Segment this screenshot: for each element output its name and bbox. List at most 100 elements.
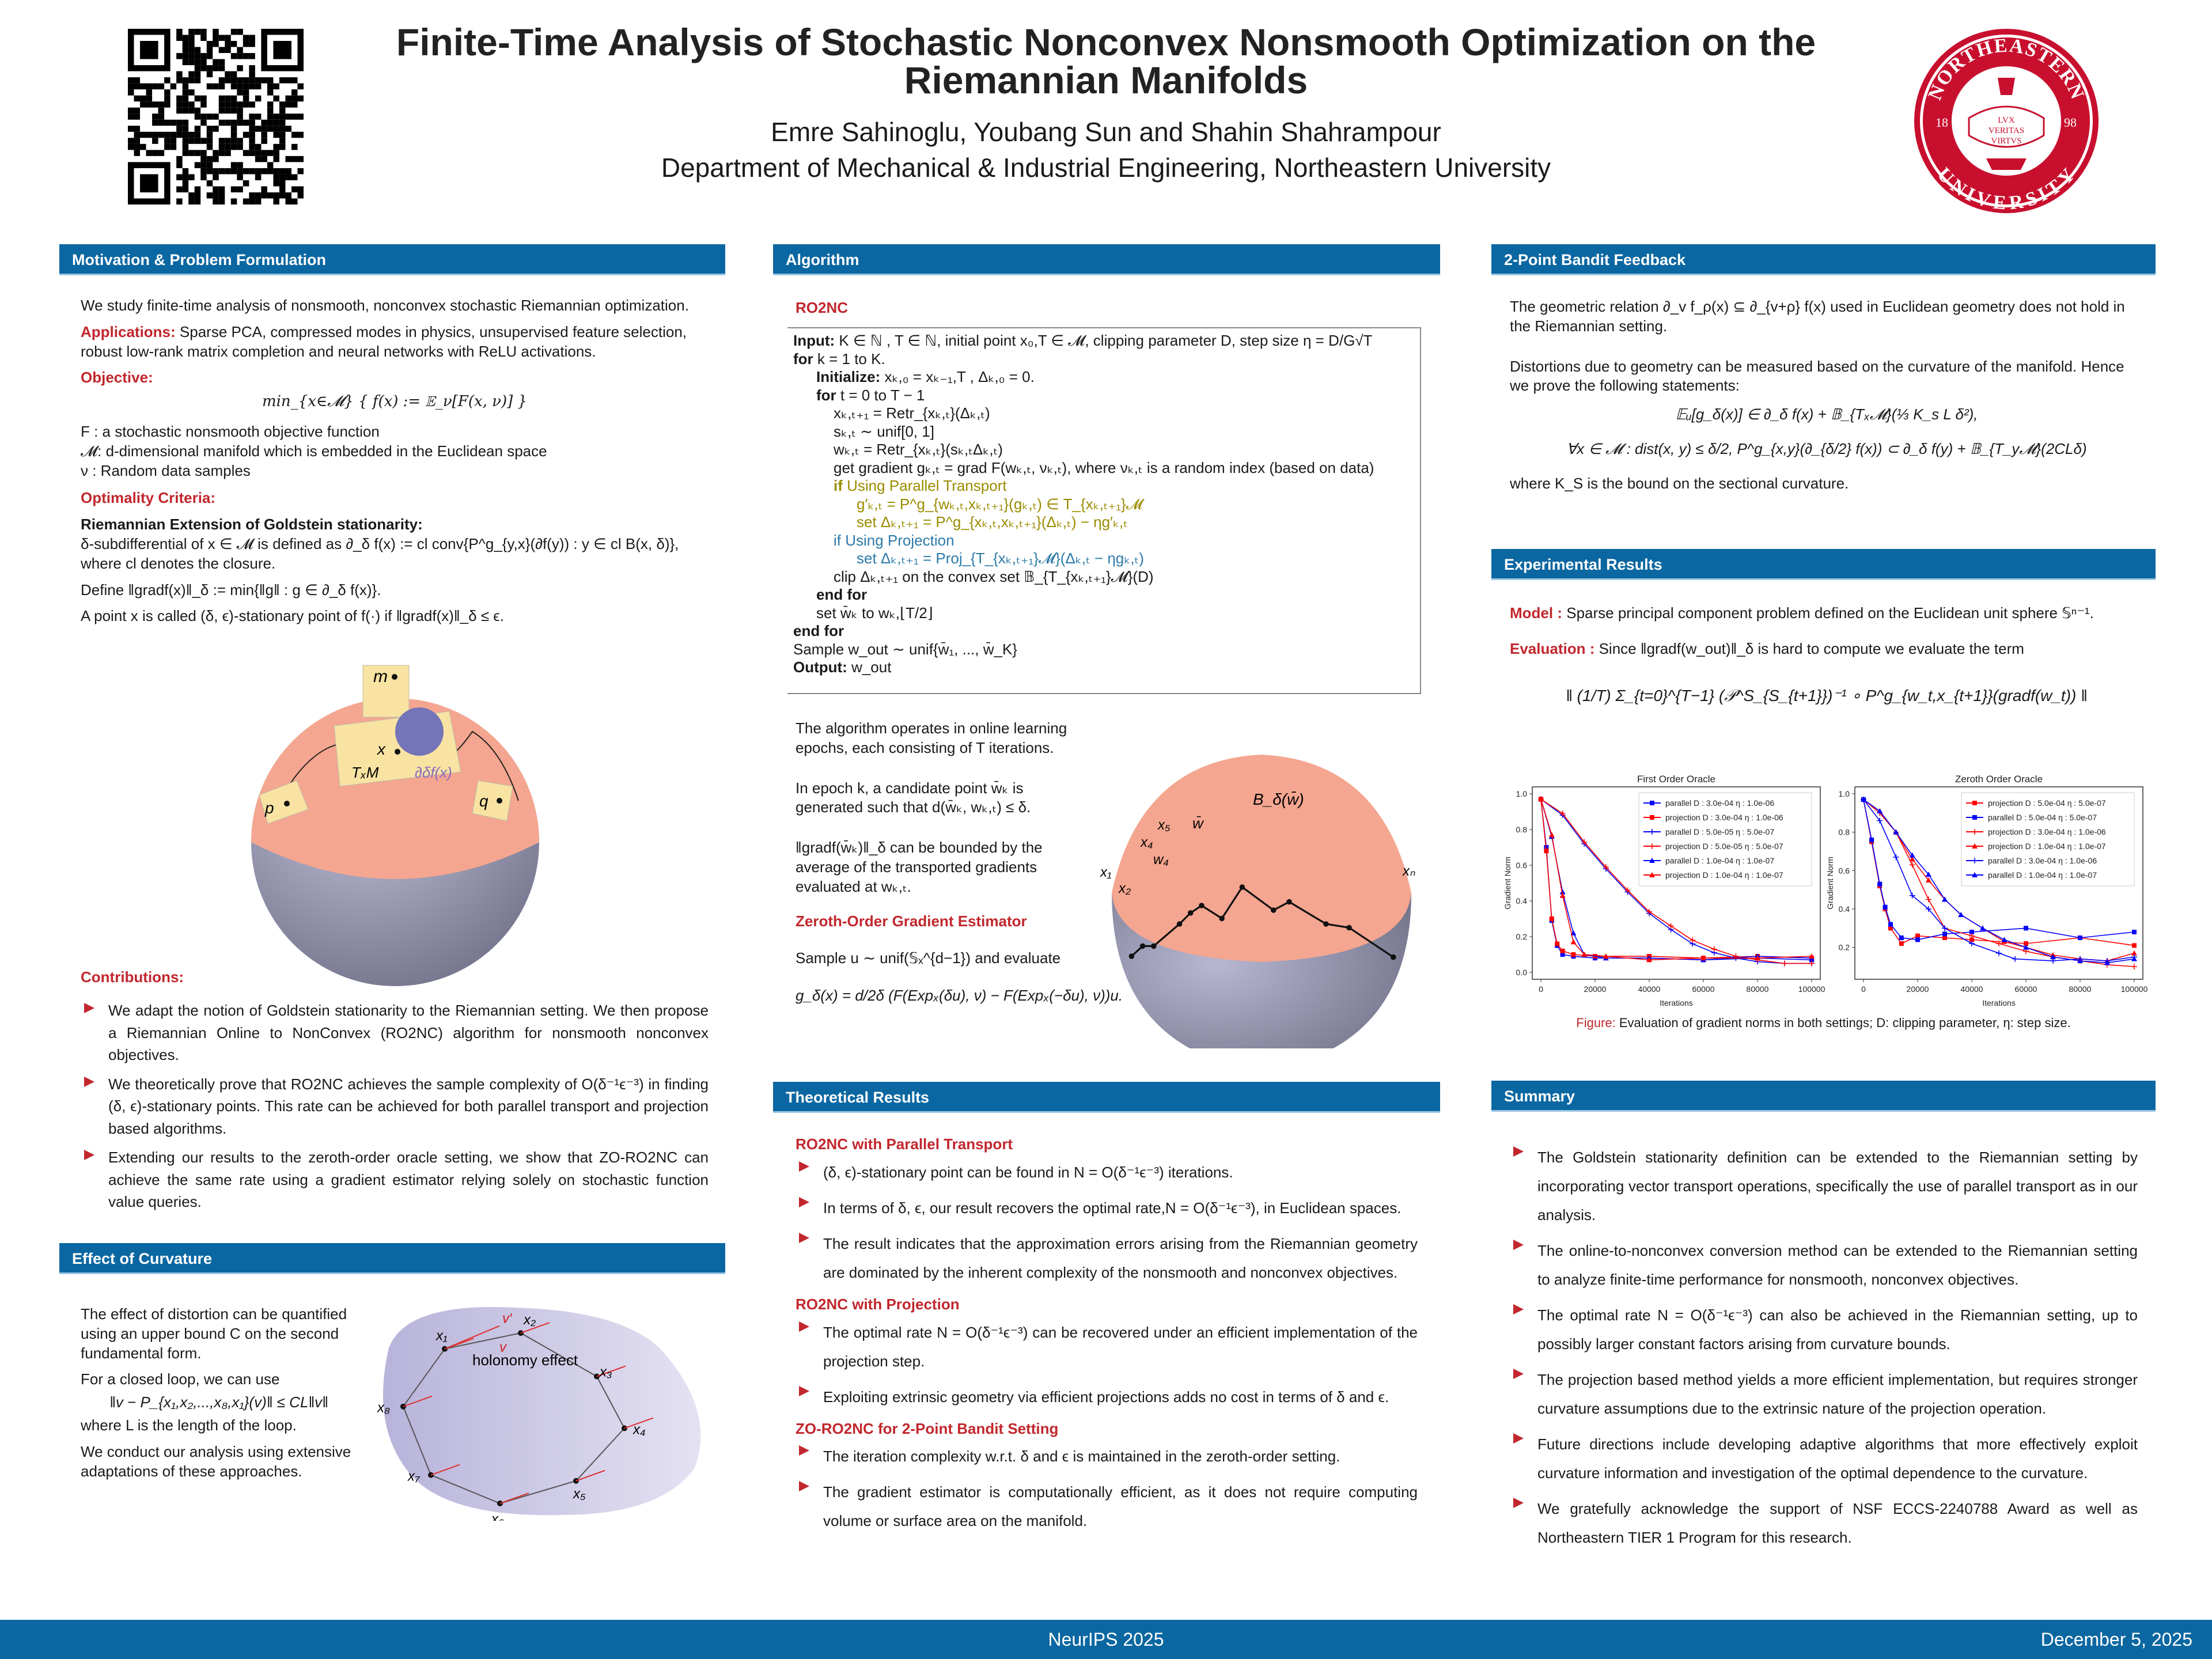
x-tick-label: 0 (1861, 984, 1866, 994)
data-point (1915, 937, 1920, 942)
loop-point-label: x₃ (599, 1365, 612, 1380)
algorithm-line: set Δₖ,ₜ₊₁ = Proj_{T_{xₖ,ₜ₊₁}𝓜}(Δₖ,ₜ − η… (857, 550, 1144, 567)
svg-text:parallel D : 5.0e-04 η : 5.0e-: parallel D : 5.0e-04 η : 5.0e-07 (1988, 813, 2097, 822)
bandit-p1: The geometric relation ∂_v f_ρ(x) ⊆ ∂_{v… (1510, 298, 2125, 335)
curvature-body: The effect of distortion can be quantifi… (81, 1305, 357, 1488)
svg-text:p: p (264, 799, 274, 817)
data-point (2131, 950, 2137, 956)
stationary-text: A point x is called (δ, ϵ)-stationary po… (81, 607, 505, 625)
legend-entry: projection D : 5.0e-05 η : 5.0e-07 (1643, 842, 1783, 851)
data-point (1969, 933, 1975, 939)
loop-point-label: x₄ (632, 1422, 646, 1437)
data-point (2001, 937, 2008, 942)
data-point (1646, 957, 1652, 963)
data-point (1909, 892, 1915, 899)
algorithm-line: for t = 0 to T − 1 (816, 386, 925, 404)
data-point (1559, 889, 1566, 895)
data-point (2104, 960, 2110, 965)
data-point (1690, 937, 1696, 944)
x-tick-label: 40000 (1961, 984, 1983, 994)
data-point (1668, 923, 1674, 929)
data-point (1969, 937, 1974, 942)
data-point (1877, 808, 1883, 813)
section-header-bandit: 2-Point Bandit Feedback (1491, 244, 2156, 275)
svg-text:parallel D : 3.0e-04 η : 1.0e-: parallel D : 3.0e-04 η : 1.0e-06 (1988, 856, 2097, 865)
data-point (1603, 864, 1609, 870)
x-tick-label: 60000 (2015, 984, 2037, 994)
algorithm-line: get gradient gₖ,ₜ = grad F(wₖ,ₜ, νₖ,ₜ), … (834, 459, 1374, 476)
evaluation-formula: ‖ (1/T) Σ_{t=0}^{T−1} (𝒫^S_{S_{t+1}})⁻¹ … (1566, 687, 2088, 704)
y-axis-label: Gradient Norm (1503, 857, 1512, 910)
data-point (1979, 925, 1986, 931)
theory-subheading: ZO-RO2NC for 2-Point Bandit Setting (796, 1419, 1059, 1437)
objective-formula: min_{x∈𝓜} { f(x) := 𝔼_ν[F(x, ν)] } (262, 393, 528, 411)
def-F: F : a stochastic nonsmooth objective fun… (81, 422, 380, 440)
svg-text:v′: v′ (502, 1311, 513, 1327)
svg-text:projection D : 1.0e-04 η : 1.0: projection D : 1.0e-04 η : 1.0e-07 (1988, 842, 2106, 851)
algorithm-line: Input: K ∈ ℕ , T ∈ ℕ, initial point x₀,T… (793, 332, 1373, 349)
loop-point-label: x₅ (573, 1486, 586, 1502)
data-point (1869, 838, 1874, 842)
y-tick-label: 0.8 (1516, 825, 1528, 834)
path-point (1128, 953, 1135, 959)
path-point (1391, 954, 1396, 960)
data-point (2077, 958, 2083, 963)
data-point (2131, 956, 2137, 961)
svg-text:18: 18 (1936, 115, 1948, 130)
data-point (1861, 797, 1866, 802)
data-point (1925, 896, 1931, 903)
svg-text:parallel D : 3.0e-04 η : 1.0e-: parallel D : 3.0e-04 η : 1.0e-06 (1665, 798, 1774, 808)
poster-title: Finite-Time Analysis of Stochastic Nonco… (323, 23, 1889, 99)
algorithm-line: end for (816, 586, 868, 603)
legend-entry: projection D : 5.0e-04 η : 5.0e-07 (1966, 798, 2106, 808)
data-point (1560, 948, 1565, 953)
data-point (1942, 931, 1947, 937)
data-point (2024, 941, 2028, 946)
applications: Applications: Sparse PCA, compressed mod… (81, 323, 709, 362)
data-point (1581, 952, 1588, 957)
svg-text:projection D : 5.0e-05 η : 5.0: projection D : 5.0e-05 η : 5.0e-07 (1665, 842, 1783, 851)
optimality-label: Optimality Criteria: (81, 489, 216, 507)
svg-text:x₄: x₄ (1140, 835, 1153, 850)
y-tick-label: 0.2 (1839, 943, 1850, 952)
objective-label: Objective: (81, 369, 153, 387)
legend-entry: projection D : 3.0e-04 η : 1.0e-06 (1966, 827, 2106, 836)
data-point (2131, 964, 2137, 969)
theory-item: The gradient estimator is computationall… (796, 1478, 1418, 1535)
theory-item: The iteration complexity w.r.t. δ and ϵ … (796, 1442, 1418, 1471)
algorithm-line: set Δₖ,ₜ₊₁ = P^g_{xₖ,ₜ,xₖ,ₜ₊₁}(Δₖ,ₜ) − η… (857, 513, 1128, 531)
x-tick-label: 20000 (1584, 984, 1607, 994)
section-header-curvature: Effect of Curvature (59, 1243, 725, 1274)
svg-text:TₓM: TₓM (351, 764, 379, 781)
svg-text:VIRTVS: VIRTVS (1991, 137, 2021, 146)
algorithm-line: end for (793, 622, 844, 639)
y-tick-label: 1.0 (1839, 789, 1850, 798)
figure-caption: Figure: Evaluation of gradient norms in … (1576, 1016, 2071, 1030)
svg-text:LVX: LVX (1998, 116, 2015, 125)
path-point (1323, 921, 1329, 927)
x-axis-label: Iterations (1660, 998, 1693, 1007)
data-point (1909, 862, 1915, 868)
series-line (1538, 796, 1815, 963)
data-point (1548, 832, 1555, 838)
data-point (1700, 955, 1706, 961)
evaluation-text: Evaluation : Since ‖gradf(w_out)‖_δ is h… (1510, 640, 2024, 657)
desc-bound: ‖gradf(w̄ₖ)‖_δ can be bounded by the ave… (796, 839, 1043, 895)
section-header-theory: Theoretical Results (773, 1082, 1440, 1113)
def-M: 𝓜: d-dimensional manifold which is embed… (81, 442, 547, 460)
x-tick-label: 100000 (2121, 984, 2148, 994)
department: Department of Mechanical & Industrial En… (661, 153, 1551, 183)
svg-text:VERITAS: VERITAS (1988, 126, 2024, 135)
qr-code-icon (128, 29, 304, 204)
bandit-p3: where K_S is the bound on the sectional … (1510, 474, 1849, 492)
model-text: Model : Sparse principal component probl… (1510, 604, 2094, 622)
algorithm-line: g′ₖ,ₜ = P^g_{wₖ,ₜ,xₖ,ₜ₊₁}(gₖ,ₜ) ∈ T_{xₖ,… (857, 495, 1143, 513)
title-line-2: Riemannian Manifolds (904, 59, 1308, 101)
svg-text:B_δ(w̄): B_δ(w̄) (1253, 790, 1304, 808)
y-tick-label: 0.8 (1839, 828, 1850, 837)
legend-entry: parallel D : 5.0e-05 η : 5.0e-07 (1643, 827, 1774, 836)
chart-title: Zeroth Order Oracle (1955, 774, 2043, 785)
algorithm-line: if Using Parallel Transport (834, 477, 1007, 494)
svg-text:xₙ: xₙ (1402, 863, 1415, 879)
chart-zeroth-order-oracle: Zeroth Order Oracle 0 20000 40000 60000 80000… (1825, 774, 2148, 1007)
